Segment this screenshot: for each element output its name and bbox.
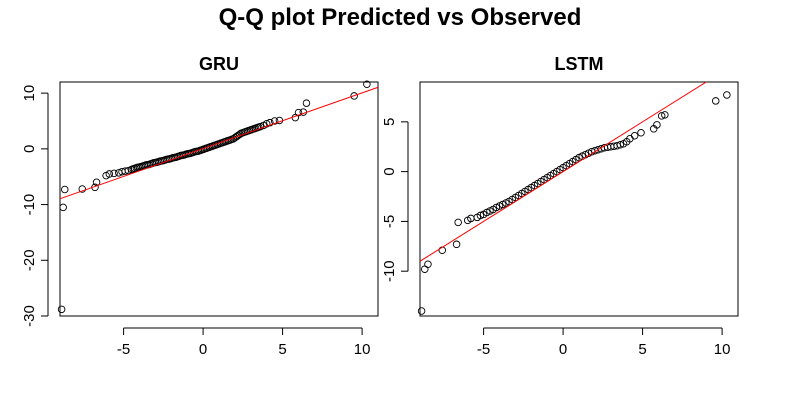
panel-1-data-point [105, 170, 114, 178]
panel-2-x-tick-label: 10 [714, 341, 731, 358]
panel-2-data-point [637, 129, 645, 137]
figure-title: Q-Q plot Predicted vs Observed [218, 4, 582, 31]
panel-1-y-tick-label: 10 [21, 85, 38, 102]
panel-1-data-point [110, 169, 118, 178]
panel-1-data-point [59, 203, 67, 212]
panel-2-data-point [452, 240, 461, 249]
panel-2-title: LSTM [555, 54, 604, 74]
panel-2-data-point [424, 260, 432, 268]
panel-1-y-tick-label: 0 [21, 145, 38, 153]
panel-1-y-tick-label: -20 [21, 249, 38, 271]
panel-2-y-tick-label: 5 [381, 118, 398, 126]
panel-2-data-point [653, 121, 661, 129]
panel-1-data-point [363, 80, 371, 88]
panel-1-data-point [262, 120, 271, 128]
panel-1-plot-box [59, 81, 379, 317]
panel-1-title: GRU [199, 54, 239, 74]
panel-2-data-point [616, 140, 625, 149]
panel-1-x-tick-label: -5 [117, 341, 130, 358]
panel-1-x-tick-label: 0 [199, 341, 207, 358]
panel-1-data-point [124, 166, 133, 175]
panel-2-data-point [417, 307, 426, 315]
panel-1-y-tick-label: -30 [21, 305, 38, 327]
panel-2-data-point [476, 211, 485, 220]
panel-1-data-point [61, 185, 69, 194]
panel-1-x-tick-label: 10 [354, 341, 371, 358]
panel-1-y-tick-label: -10 [21, 194, 38, 216]
panel-2-reference-line [420, 82, 708, 262]
panel-2-x-tick-label: 5 [638, 341, 646, 358]
panel-2-data-point [454, 218, 462, 227]
panel-2-y-tick-label: -5 [381, 215, 398, 228]
panel-1-data-point [57, 305, 66, 314]
panel-1-x-tick-label: 5 [278, 341, 286, 358]
panel-2-data-point [723, 91, 731, 99]
panel-1-data-point [350, 92, 358, 100]
panel-1-data-point [266, 118, 274, 127]
panel-1-data-point [270, 117, 279, 125]
panel-2-data-point [630, 132, 639, 140]
panel-1-data-point [78, 185, 87, 193]
panel-2-data-point [421, 265, 429, 273]
panel-2-x-tick-label: -5 [477, 341, 490, 358]
panel-1-reference-line [60, 86, 378, 200]
panel-2-data-point [711, 97, 720, 105]
panel-1-data-point [302, 99, 311, 107]
panel-2-plot-box [419, 81, 739, 317]
panel-2-x-tick-label: 0 [559, 341, 567, 358]
panel-2-data-point [661, 111, 669, 119]
panel-2-data-point [657, 112, 666, 120]
panel-2-data-point [438, 246, 447, 255]
panel-1-data-point [256, 122, 265, 131]
panel-1-data-point [294, 108, 303, 117]
panel-2-y-tick-label: -10 [381, 260, 398, 282]
panel-2-y-tick-label: 0 [381, 167, 398, 175]
